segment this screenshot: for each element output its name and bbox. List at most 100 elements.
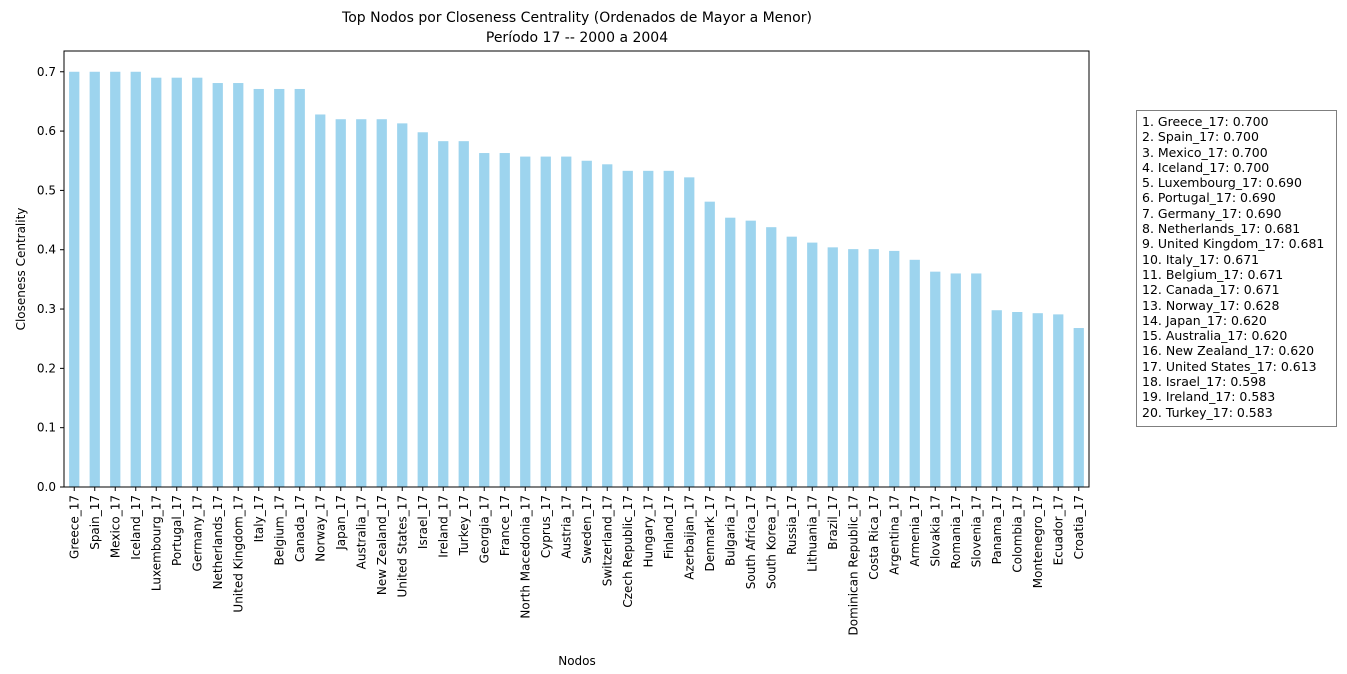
bar — [684, 177, 695, 487]
bar — [233, 83, 244, 487]
bars-group — [69, 71, 1084, 488]
legend-entry: 20. Turkey_17: 0.583 — [1142, 404, 1273, 420]
x-tick-label: United States_17 — [395, 495, 409, 598]
x-tick-label: Czech Republic_17 — [621, 495, 635, 608]
bar — [786, 236, 797, 487]
x-tick-label: Ireland_17 — [436, 495, 450, 558]
legend-entry: 15. Australia_17: 0.620 — [1142, 328, 1288, 344]
legend-entry: 19. Ireland_17: 0.583 — [1142, 389, 1276, 405]
x-tick-label: Colombia_17 — [1010, 495, 1024, 573]
x-tick-label: Sweden_17 — [580, 495, 594, 564]
bar — [745, 220, 756, 487]
x-tick-label: Slovenia_17 — [969, 495, 983, 567]
bar — [110, 71, 121, 487]
legend-entry: 12. Canada_17: 0.671 — [1142, 282, 1280, 298]
bar — [335, 119, 346, 488]
x-tick-label: Romania_17 — [949, 495, 963, 569]
bar — [438, 141, 449, 487]
bar — [930, 271, 941, 487]
plot-frame — [63, 50, 1090, 488]
x-tick-label: Japan_17 — [334, 495, 348, 551]
bar — [909, 259, 920, 487]
x-tick-label: Turkey_17 — [457, 495, 471, 556]
x-tick-label: Portugal_17 — [170, 495, 184, 566]
x-tick-label: Montenegro_17 — [1031, 495, 1045, 588]
legend-entry: 16. New Zealand_17: 0.620 — [1142, 343, 1315, 359]
x-tick-label: Lithuania_17 — [805, 495, 819, 572]
legend-entry: 13. Norway_17: 0.628 — [1142, 297, 1280, 313]
x-tick-label: France_17 — [498, 495, 512, 556]
x-tick-label: New Zealand_17 — [375, 495, 389, 595]
x-tick-label: Belgium_17 — [272, 495, 286, 565]
bar — [1032, 313, 1043, 487]
bar — [499, 153, 510, 487]
x-axis: Greece_17 Spain_17 Mexico_17 Iceland_17 Luxe… — [67, 487, 1086, 635]
x-tick-label: Denmark_17 — [703, 495, 717, 571]
x-tick-label: Armenia_17 — [908, 495, 922, 567]
x-tick-label: Norway_17 — [313, 495, 327, 562]
y-tick-label: 0.0 — [37, 480, 56, 494]
legend-entry: 2. Spain_17: 0.700 — [1142, 129, 1259, 145]
x-tick-label: Croatia_17 — [1072, 495, 1086, 559]
x-tick-label: Luxembourg_17 — [149, 495, 163, 591]
bar — [274, 88, 285, 487]
legend-entry: 18. Israel_17: 0.598 — [1142, 374, 1267, 390]
bar — [417, 132, 428, 488]
bar — [294, 88, 305, 487]
y-tick-label: 0.7 — [37, 65, 56, 79]
bar — [1053, 314, 1064, 487]
bar — [602, 164, 613, 488]
bar — [540, 156, 551, 487]
bar — [561, 156, 572, 487]
x-tick-label: Finland_17 — [662, 495, 676, 559]
bar — [725, 217, 736, 488]
bar — [253, 88, 264, 487]
x-axis-label: Nodos — [558, 654, 596, 668]
x-tick-label: Mexico_17 — [108, 495, 122, 558]
x-tick-label: Costa Rica_17 — [867, 495, 881, 580]
x-tick-label: Iceland_17 — [129, 495, 143, 560]
bar — [848, 249, 859, 487]
x-tick-label: Georgia_17 — [477, 495, 491, 563]
legend-entry: 6. Portugal_17: 0.690 — [1142, 190, 1276, 206]
x-tick-label: South Korea_17 — [764, 495, 778, 589]
x-tick-label: Argentina_17 — [887, 495, 901, 575]
x-tick-label: Italy_17 — [252, 495, 266, 542]
bar — [315, 114, 326, 487]
x-tick-label: North Macedonia_17 — [518, 495, 532, 619]
bar — [89, 71, 100, 487]
bar — [704, 201, 715, 487]
bar — [130, 71, 141, 487]
x-tick-label: Germany_17 — [190, 495, 204, 571]
legend-entry: 5. Luxembourg_17: 0.690 — [1142, 175, 1302, 191]
bar — [643, 170, 654, 487]
bar — [479, 153, 490, 487]
x-tick-label: Australia_17 — [354, 495, 368, 569]
bar — [581, 160, 592, 487]
bar — [192, 77, 203, 487]
y-axis: 0.0 0.1 0.2 0.3 0.4 0.5 0.6 0.7 — [37, 65, 64, 494]
y-tick-label: 0.1 — [37, 421, 56, 435]
bar — [950, 273, 961, 487]
bar — [212, 83, 223, 487]
legend-entry: 7. Germany_17: 0.690 — [1142, 205, 1282, 221]
bar — [991, 310, 1002, 487]
legend-entry: 9. United Kingdom_17: 0.681 — [1142, 236, 1325, 252]
x-tick-label: Cyprus_17 — [539, 495, 553, 558]
y-tick-label: 0.5 — [37, 183, 56, 197]
bar — [622, 170, 633, 487]
bar — [1073, 328, 1084, 487]
x-tick-label: Greece_17 — [67, 495, 81, 559]
x-tick-label: Brazil_17 — [826, 495, 840, 550]
bar — [766, 227, 777, 487]
bar — [1012, 312, 1023, 487]
bar — [827, 247, 838, 487]
x-tick-label: Russia_17 — [785, 495, 799, 555]
legend-entry: 11. Belgium_17: 0.671 — [1142, 266, 1284, 282]
bar — [151, 77, 162, 487]
y-tick-label: 0.4 — [37, 243, 56, 257]
bar — [520, 156, 531, 487]
legend-entry: 10. Italy_17: 0.671 — [1142, 251, 1260, 267]
bar — [69, 71, 80, 487]
bar — [171, 77, 182, 487]
